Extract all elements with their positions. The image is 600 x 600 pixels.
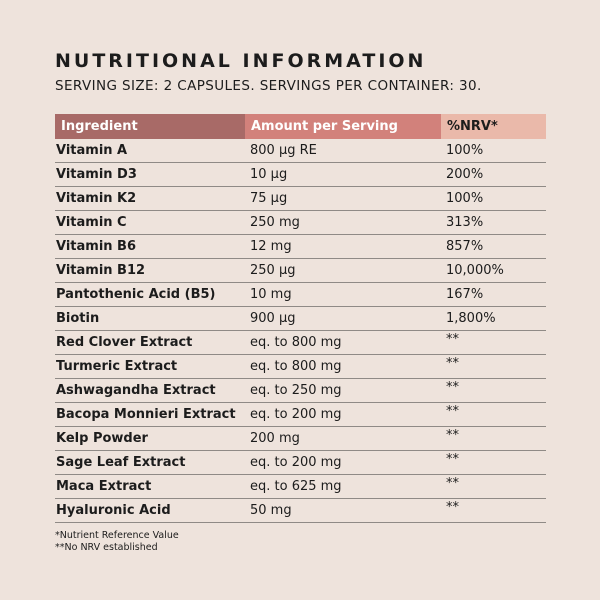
table-row: Vitamin B12 250 µg 10,000% [55, 259, 546, 283]
nutrition-table: Ingredient Amount per Serving %NRV* Vita… [55, 114, 546, 523]
page-title: NUTRITIONAL INFORMATION [55, 50, 427, 72]
amount-cell: eq. to 250 mg [250, 383, 342, 398]
nrv-cell: ** [446, 428, 459, 443]
ingredient-cell: Vitamin B6 [56, 239, 137, 254]
table-row: Hyaluronic Acid 50 mg ** [55, 499, 546, 523]
nrv-cell: ** [446, 476, 459, 491]
table-row: Sage Leaf Extract eq. to 200 mg ** [55, 451, 546, 475]
amount-cell: 10 µg [250, 167, 288, 182]
ingredient-cell: Vitamin K2 [56, 191, 137, 206]
nrv-cell: ** [446, 404, 459, 419]
ingredient-cell: Vitamin B12 [56, 263, 146, 278]
nrv-cell: ** [446, 380, 459, 395]
table-row: Vitamin A 800 µg RE 100% [55, 139, 546, 163]
table-row: Kelp Powder 200 mg ** [55, 427, 546, 451]
amount-cell: 75 µg [250, 191, 288, 206]
table-row: Maca Extract eq. to 625 mg ** [55, 475, 546, 499]
amount-cell: eq. to 800 mg [250, 359, 342, 374]
amount-cell: 10 mg [250, 287, 292, 302]
amount-cell: eq. to 625 mg [250, 479, 342, 494]
ingredient-cell: Vitamin A [56, 143, 128, 158]
table-row: Turmeric Extract eq. to 800 mg ** [55, 355, 546, 379]
header-ingredient: Ingredient [55, 114, 245, 139]
table-row: Ashwagandha Extract eq. to 250 mg ** [55, 379, 546, 403]
table-row: Red Clover Extract eq. to 800 mg ** [55, 331, 546, 355]
ingredient-cell: Kelp Powder [56, 431, 148, 446]
ingredient-cell: Vitamin D3 [56, 167, 137, 182]
ingredient-cell: Sage Leaf Extract [56, 455, 186, 470]
table-header: Ingredient Amount per Serving %NRV* [55, 114, 546, 139]
ingredient-cell: Maca Extract [56, 479, 152, 494]
table-row: Vitamin C 250 mg 313% [55, 211, 546, 235]
nrv-cell: 100% [446, 191, 484, 206]
nrv-cell: 100% [446, 143, 484, 158]
nrv-cell: 10,000% [446, 263, 504, 278]
nrv-cell: 200% [446, 167, 484, 182]
nrv-cell: 857% [446, 239, 484, 254]
footnotes: *Nutrient Reference Value **No NRV estab… [55, 530, 179, 554]
ingredient-cell: Vitamin C [56, 215, 127, 230]
amount-cell: 250 µg [250, 263, 296, 278]
nrv-cell: ** [446, 452, 459, 467]
table-body: Vitamin A 800 µg RE 100% Vitamin D3 10 µg 200… [55, 139, 546, 523]
table-row: Vitamin K2 75 µg 100% [55, 187, 546, 211]
nrv-cell: ** [446, 332, 459, 347]
table-row: Vitamin D3 10 µg 200% [55, 163, 546, 187]
ingredient-cell: Ashwagandha Extract [56, 383, 216, 398]
nrv-cell: 313% [446, 215, 484, 230]
amount-cell: 900 µg [250, 311, 296, 326]
nrv-cell: ** [446, 356, 459, 371]
amount-cell: 800 µg RE [250, 143, 317, 158]
nrv-cell: 1,800% [446, 311, 496, 326]
amount-cell: 50 mg [250, 503, 292, 518]
table-row: Vitamin B6 12 mg 857% [55, 235, 546, 259]
amount-cell: 12 mg [250, 239, 292, 254]
amount-cell: 200 mg [250, 431, 300, 446]
amount-cell: 250 mg [250, 215, 300, 230]
ingredient-cell: Turmeric Extract [56, 359, 178, 374]
ingredient-cell: Pantothenic Acid (B5) [56, 287, 216, 302]
footnote-nrv: *Nutrient Reference Value [55, 530, 179, 541]
amount-cell: eq. to 200 mg [250, 407, 342, 422]
amount-cell: eq. to 800 mg [250, 335, 342, 350]
ingredient-cell: Bacopa Monnieri Extract [56, 407, 236, 422]
header-amount: Amount per Serving [245, 114, 441, 139]
ingredient-cell: Hyaluronic Acid [56, 503, 171, 518]
header-nrv: %NRV* [441, 114, 546, 139]
serving-info: SERVING SIZE: 2 CAPSULES. SERVINGS PER C… [55, 78, 482, 94]
nrv-cell: 167% [446, 287, 484, 302]
table-row: Biotin 900 µg 1,800% [55, 307, 546, 331]
table-row: Bacopa Monnieri Extract eq. to 200 mg ** [55, 403, 546, 427]
ingredient-cell: Red Clover Extract [56, 335, 193, 350]
table-row: Pantothenic Acid (B5) 10 mg 167% [55, 283, 546, 307]
footnote-no-nrv: **No NRV established [55, 542, 158, 553]
ingredient-cell: Biotin [56, 311, 100, 326]
nrv-cell: ** [446, 500, 459, 515]
amount-cell: eq. to 200 mg [250, 455, 342, 470]
